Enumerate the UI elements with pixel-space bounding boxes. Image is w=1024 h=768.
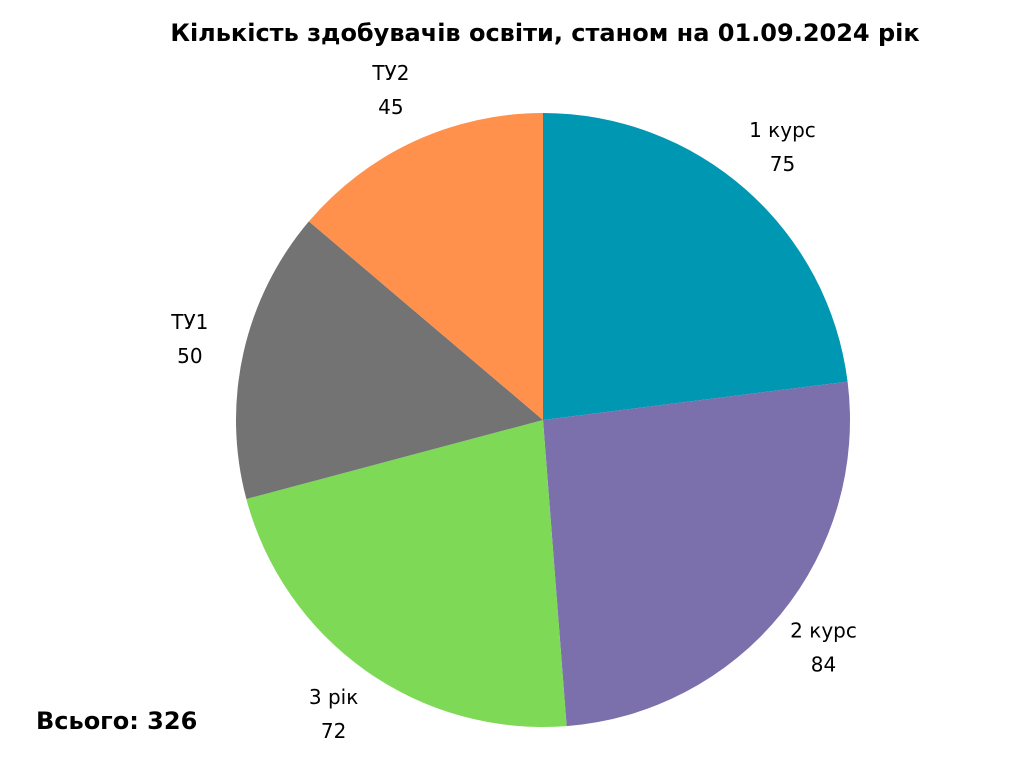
- value-label: 84: [811, 652, 836, 676]
- slice-label: ТУ1: [170, 310, 208, 334]
- pie-slice: [246, 420, 567, 728]
- chart-title: Кількість здобувачів освіти, станом на 0…: [170, 19, 919, 47]
- pie-slice: [308, 113, 543, 420]
- pie-slice: [543, 381, 850, 727]
- slice-label: ТУ2: [371, 61, 409, 85]
- value-label: 72: [321, 719, 346, 743]
- slice-label: 1 курс: [749, 118, 816, 142]
- slice-label: 3 рік: [309, 685, 358, 709]
- pie-slice: [543, 113, 848, 420]
- slice-label: 2 курс: [790, 618, 857, 642]
- pie-slice: [236, 221, 543, 499]
- total-annotation: Всього: 326: [36, 707, 197, 735]
- value-label: 45: [378, 95, 403, 119]
- value-label: 50: [177, 344, 202, 368]
- value-label: 75: [770, 152, 795, 176]
